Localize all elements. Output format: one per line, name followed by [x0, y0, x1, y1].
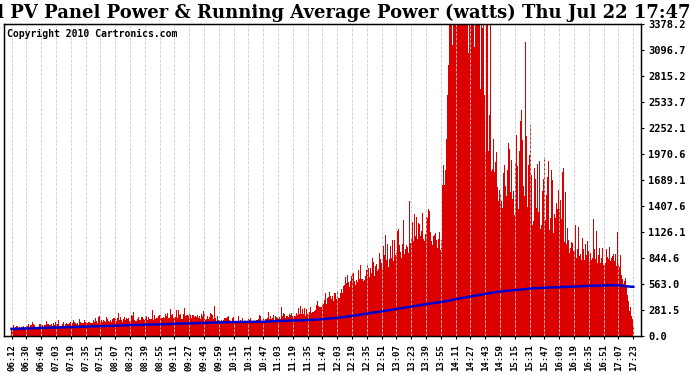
Title: Total PV Panel Power & Running Average Power (watts) Thu Jul 22 17:47: Total PV Panel Power & Running Average P… [0, 4, 690, 22]
Text: Copyright 2010 Cartronics.com: Copyright 2010 Cartronics.com [8, 28, 178, 39]
